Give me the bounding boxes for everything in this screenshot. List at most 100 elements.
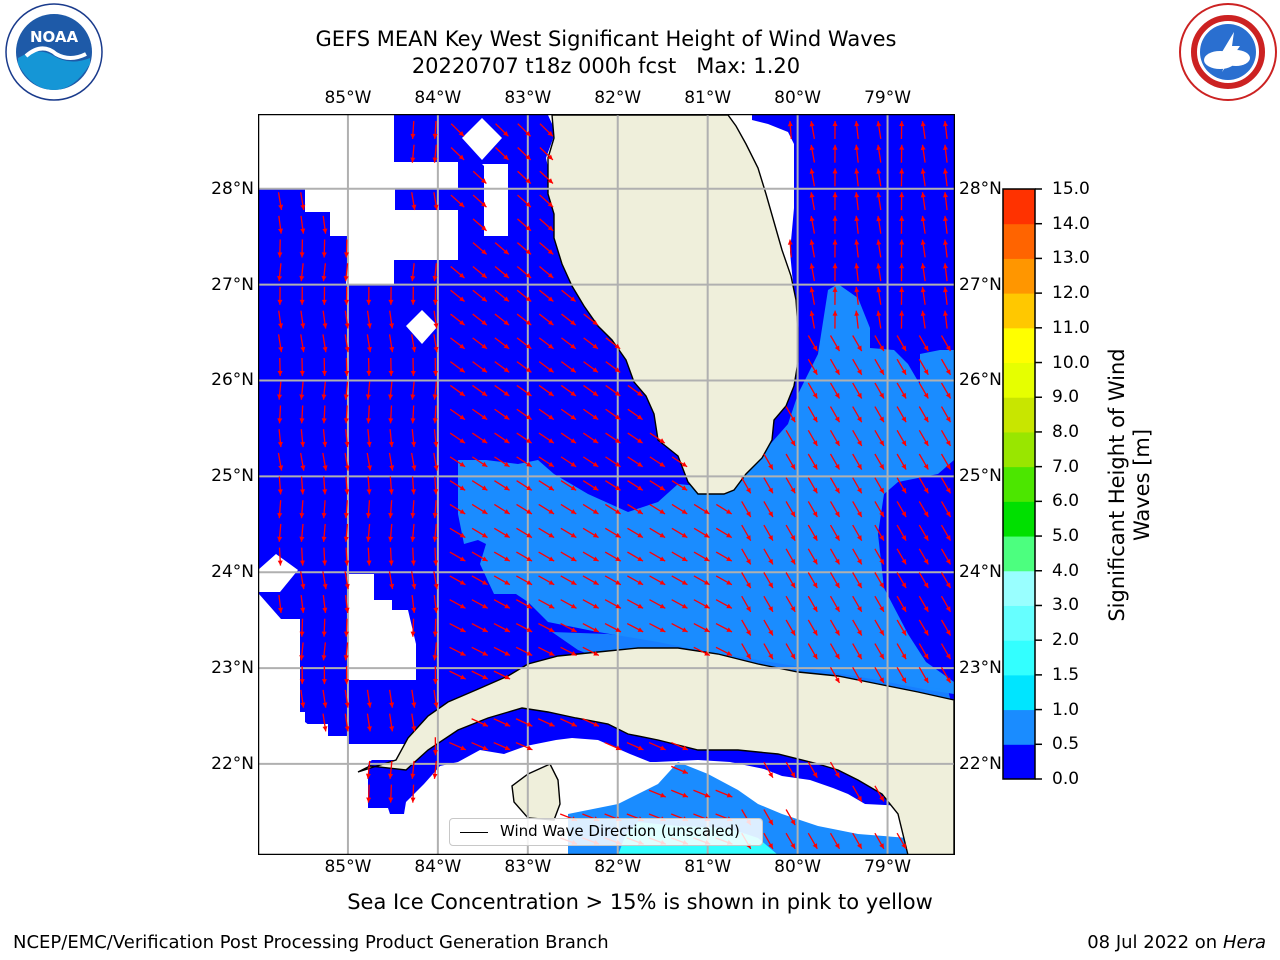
wave-direction-arrow <box>582 599 600 609</box>
lat-label-right-0: 28°N <box>959 178 1002 199</box>
colorbar-cell-16 <box>1003 189 1035 225</box>
wave-direction-arrow <box>693 551 710 562</box>
wave-direction-arrow <box>671 789 689 798</box>
wave-direction-arrow <box>410 120 416 140</box>
wave-direction-arrow <box>874 666 885 684</box>
wave-direction-arrow <box>471 670 489 680</box>
wave-direction-arrow <box>874 785 885 802</box>
wave-direction-arrow <box>449 432 466 444</box>
wave-direction-arrow <box>343 500 349 519</box>
map-gridlines <box>258 114 955 855</box>
wave-direction-arrow <box>829 382 841 399</box>
wave-direction-arrow <box>649 456 666 468</box>
wave-direction-arrow <box>785 761 796 779</box>
colorbar-cell-3 <box>1003 640 1035 676</box>
colorbar-cell-6 <box>1003 536 1035 572</box>
lon-label-top-3: 82°W <box>594 88 642 108</box>
colorbar-tick-label-4: 2.0 <box>1052 630 1080 651</box>
wave-direction-arrow <box>918 429 929 447</box>
wave-direction-arrow <box>493 527 511 539</box>
wave-direction-arrow <box>472 265 488 279</box>
wave-direction-arrow <box>366 452 372 471</box>
wave-direction-arrow <box>829 335 841 352</box>
wave-direction-arrow <box>605 361 621 373</box>
wave-direction-arrow <box>366 784 372 803</box>
wave-direction-arrow <box>493 718 511 727</box>
lat-label-left-1: 27°N <box>211 274 254 295</box>
wave-direction-arrow <box>741 501 752 518</box>
wave-direction-arrow <box>277 381 283 400</box>
wave-direction-arrow <box>560 622 577 633</box>
colorbar-label: Significant Height of Wind Waves [m] <box>1105 348 1154 622</box>
wave-direction-arrow <box>896 335 907 352</box>
wave-direction-arrow <box>321 666 327 685</box>
wave-direction-arrow <box>874 453 885 470</box>
wave-direction-arrow <box>852 382 863 399</box>
wave-direction-arrow <box>277 192 284 211</box>
wave-direction-arrow <box>410 500 416 519</box>
wave-direction-arrow <box>649 622 666 633</box>
wave-direction-arrow <box>561 337 577 350</box>
wave-direction-arrow <box>605 432 621 444</box>
wave-direction-arrow <box>876 144 882 163</box>
wave-direction-arrow <box>494 384 510 397</box>
wave-direction-arrow <box>493 670 511 680</box>
wave-direction-arrow <box>763 524 774 542</box>
wave-direction-arrow <box>449 408 466 421</box>
wave-direction-arrow <box>763 643 774 660</box>
wave-direction-arrow <box>277 594 283 614</box>
wave-direction-arrow <box>874 358 885 376</box>
wave-direction-arrow <box>807 335 818 352</box>
wave-direction-arrow <box>538 289 554 303</box>
wave-direction-arrow <box>763 809 774 826</box>
lat-label-left-3: 25°N <box>211 466 254 487</box>
wave-direction-arrow <box>343 523 349 542</box>
wave-direction-arrow <box>874 335 885 352</box>
wave-direction-arrow <box>899 192 905 211</box>
wave-direction-arrow <box>560 551 577 562</box>
wave-direction-arrow <box>278 310 284 329</box>
wave-direction-arrow <box>763 477 774 494</box>
wave-direction-arrow <box>516 242 532 255</box>
wave-direction-arrow <box>411 571 417 590</box>
wave-direction-arrow <box>538 408 555 421</box>
colorbar-cell-13 <box>1003 293 1035 329</box>
wave-direction-arrow <box>343 263 349 282</box>
wave-direction-arrow <box>388 760 394 779</box>
wave-direction-arrow <box>940 524 952 542</box>
wave-direction-arrow <box>433 476 439 495</box>
lon-label-top-1: 84°W <box>414 88 462 108</box>
wave-direction-arrow <box>515 741 533 751</box>
wave-direction-arrow <box>516 551 533 562</box>
wave-direction-arrow <box>560 527 577 539</box>
wave-direction-arrow <box>432 500 438 519</box>
lon-label-bottom-2: 83°W <box>504 857 552 877</box>
wave-direction-arrow <box>344 429 350 448</box>
wave-direction-arrow <box>411 334 417 353</box>
wave-direction-arrow <box>516 432 533 444</box>
wave-direction-arrow <box>538 646 555 657</box>
wave-direction-arrow <box>785 477 796 494</box>
wave-direction-arrow <box>277 405 283 424</box>
wave-direction-arrow <box>874 524 885 542</box>
wave-direction-arrow <box>627 527 644 539</box>
wave-direction-arrow <box>693 599 711 609</box>
nws-logo <box>1178 2 1278 102</box>
wave-direction-arrow <box>299 239 305 258</box>
wave-direction-arrow <box>494 456 510 468</box>
wave-direction-arrow <box>344 594 350 614</box>
wave-direction-arrow <box>322 310 328 329</box>
wave-direction-arrow <box>807 619 818 636</box>
wave-direction-arrow <box>943 286 949 305</box>
wave-direction-arrow <box>715 622 733 633</box>
wave-direction-arrow <box>432 405 438 424</box>
wave-direction-arrow <box>365 760 371 779</box>
wave-direction-arrow <box>321 642 327 661</box>
wave-direction-arrow <box>538 551 555 562</box>
wave-direction-arrow <box>627 456 644 468</box>
wave-direction-arrow <box>471 622 489 633</box>
wave-direction-arrow <box>852 595 863 613</box>
wave-direction-arrow <box>494 337 510 350</box>
lon-label-top-4: 81°W <box>684 88 732 108</box>
wave-direction-arrow <box>671 575 688 586</box>
